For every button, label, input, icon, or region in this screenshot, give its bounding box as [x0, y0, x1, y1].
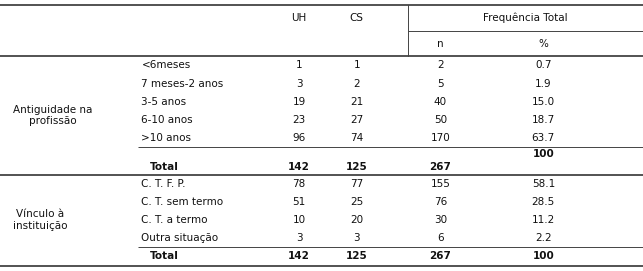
Text: Vínculo à
instituição: Vínculo à instituição — [13, 209, 68, 231]
Text: 63.7: 63.7 — [532, 133, 555, 143]
Text: 2.2: 2.2 — [535, 233, 552, 243]
Text: 58.1: 58.1 — [532, 179, 555, 189]
Text: 125: 125 — [346, 251, 368, 262]
Text: 142: 142 — [288, 251, 310, 262]
Text: 18.7: 18.7 — [532, 115, 555, 125]
Text: 25: 25 — [350, 197, 363, 207]
Text: %: % — [538, 39, 548, 49]
Text: 0.7: 0.7 — [535, 60, 552, 70]
Text: 21: 21 — [350, 97, 363, 107]
Text: 142: 142 — [288, 162, 310, 172]
Text: 7 meses-2 anos: 7 meses-2 anos — [141, 79, 224, 89]
Text: 78: 78 — [293, 179, 305, 189]
Text: 155: 155 — [431, 179, 450, 189]
Text: 76: 76 — [434, 197, 447, 207]
Text: 50: 50 — [434, 115, 447, 125]
Text: 3-5 anos: 3-5 anos — [141, 97, 186, 107]
Text: 96: 96 — [293, 133, 305, 143]
Text: 100: 100 — [532, 149, 554, 159]
Text: 3: 3 — [296, 233, 302, 243]
Text: 40: 40 — [434, 97, 447, 107]
Text: 1: 1 — [296, 60, 302, 70]
Text: 11.2: 11.2 — [532, 215, 555, 225]
Text: 15.0: 15.0 — [532, 97, 555, 107]
Text: 2: 2 — [437, 60, 444, 70]
Text: 267: 267 — [430, 162, 451, 172]
Text: 1.9: 1.9 — [535, 79, 552, 89]
Text: 100: 100 — [532, 251, 554, 262]
Text: 27: 27 — [350, 115, 363, 125]
Text: 170: 170 — [431, 133, 450, 143]
Text: 3: 3 — [354, 233, 360, 243]
Text: n: n — [437, 39, 444, 49]
Text: <6meses: <6meses — [141, 60, 191, 70]
Text: C. T. F. P.: C. T. F. P. — [141, 179, 186, 189]
Text: 3: 3 — [296, 79, 302, 89]
Text: 77: 77 — [350, 179, 363, 189]
Text: Antiguidade na
profissão: Antiguidade na profissão — [13, 105, 92, 126]
Text: >10 anos: >10 anos — [141, 133, 192, 143]
Text: 6: 6 — [437, 233, 444, 243]
Text: Total: Total — [150, 251, 178, 262]
Text: UH: UH — [291, 13, 307, 23]
Text: 267: 267 — [430, 251, 451, 262]
Text: CS: CS — [350, 13, 364, 23]
Text: Total: Total — [150, 162, 178, 172]
Text: 19: 19 — [293, 97, 305, 107]
Text: 28.5: 28.5 — [532, 197, 555, 207]
Text: Frequência Total: Frequência Total — [484, 13, 568, 23]
Text: 6-10 anos: 6-10 anos — [141, 115, 193, 125]
Text: 2: 2 — [354, 79, 360, 89]
Text: 5: 5 — [437, 79, 444, 89]
Text: 74: 74 — [350, 133, 363, 143]
Text: C. T. a termo: C. T. a termo — [141, 215, 208, 225]
Text: 23: 23 — [293, 115, 305, 125]
Text: 20: 20 — [350, 215, 363, 225]
Text: 51: 51 — [293, 197, 305, 207]
Text: 1: 1 — [354, 60, 360, 70]
Text: C. T. sem termo: C. T. sem termo — [141, 197, 224, 207]
Text: 125: 125 — [346, 162, 368, 172]
Text: Outra situação: Outra situação — [141, 233, 219, 243]
Text: 10: 10 — [293, 215, 305, 225]
Text: 30: 30 — [434, 215, 447, 225]
